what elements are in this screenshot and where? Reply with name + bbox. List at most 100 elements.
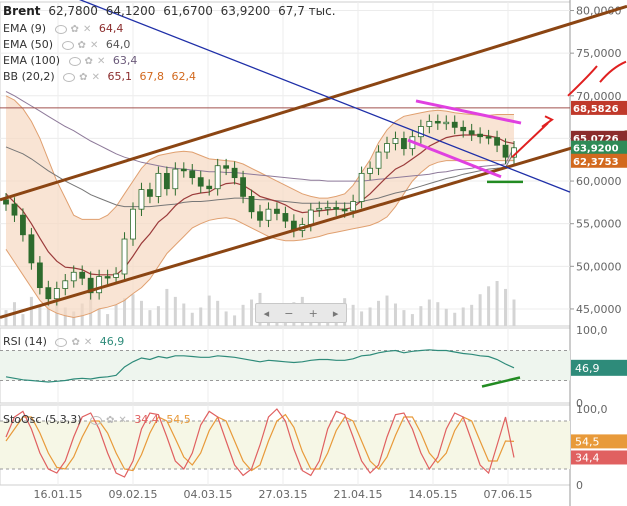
volume-bar xyxy=(377,300,381,326)
candle-body xyxy=(62,280,69,289)
volume-bar xyxy=(461,307,465,326)
stoch-k-badge xyxy=(571,450,627,465)
gear-icon[interactable]: ✿ xyxy=(79,72,88,83)
volume-bar xyxy=(4,310,8,326)
low-value: 61,6700 xyxy=(163,4,213,18)
high-value: 64,1200 xyxy=(105,4,156,18)
stoch-name: StoOsc (5,3,3) xyxy=(3,413,82,426)
candle-body xyxy=(20,214,26,236)
visibility-eye-icon[interactable] xyxy=(68,56,81,66)
candle-body xyxy=(189,170,196,179)
candle-body xyxy=(350,201,357,212)
visibility-eye-icon[interactable] xyxy=(90,415,103,425)
y-tick-label: 45,0000 xyxy=(576,303,622,316)
forecast-arrowhead xyxy=(541,115,554,128)
candle-body xyxy=(113,273,119,278)
legend-value: 65,1 xyxy=(107,70,132,83)
volume-bar xyxy=(419,306,423,326)
scroll-left-button[interactable]: ◂ xyxy=(263,306,270,320)
channel-upper-line xyxy=(0,4,627,202)
x-tick-label: 21.04.15 xyxy=(334,488,383,501)
candle-body xyxy=(121,238,128,275)
forecast-arrow xyxy=(567,65,598,97)
gear-icon[interactable]: ✿ xyxy=(84,56,93,67)
price-badge xyxy=(571,100,627,115)
open-value: 62,7800 xyxy=(48,4,98,18)
rsi-value: 46,9 xyxy=(99,335,125,348)
volume-bar xyxy=(199,307,203,326)
downtrend-line xyxy=(78,0,571,193)
candle-body xyxy=(282,213,289,222)
stoch-tick-label: 100,0 xyxy=(576,403,608,416)
candle-body xyxy=(460,126,467,132)
candle-body xyxy=(197,177,204,187)
candle-body xyxy=(130,208,136,240)
close-icon[interactable]: ✕ xyxy=(96,56,106,67)
candle-body xyxy=(240,177,246,197)
zoom-out-button[interactable]: − xyxy=(284,306,294,320)
close-icon[interactable]: ✕ xyxy=(118,415,127,426)
rsi-name: RSI (14) xyxy=(3,335,47,348)
y-tick-label: 55,0000 xyxy=(576,218,622,231)
y-tick-label: 70,0000 xyxy=(576,90,622,103)
candle-body xyxy=(223,165,230,169)
volume-value: 67,7 тыс. xyxy=(278,4,336,18)
close-icon[interactable]: ✕ xyxy=(89,40,99,51)
volume-bar xyxy=(368,307,372,326)
gear-icon[interactable]: ✿ xyxy=(77,40,86,51)
visibility-eye-icon[interactable] xyxy=(55,337,68,347)
candle-body xyxy=(358,172,365,202)
volume-bar xyxy=(114,304,118,326)
symbol-label: Brent xyxy=(3,4,41,18)
bb-upper-line xyxy=(5,95,514,220)
candle-body xyxy=(147,189,153,197)
candle-body xyxy=(426,120,433,127)
candle-body xyxy=(155,172,162,197)
candle-body xyxy=(392,138,399,144)
gear-icon[interactable]: ✿ xyxy=(70,24,79,35)
volume-bar xyxy=(190,312,194,326)
close-icon[interactable]: ✕ xyxy=(83,337,93,348)
scroll-right-button[interactable]: ▸ xyxy=(332,306,339,320)
y-tick-label: 75,0000 xyxy=(576,47,622,60)
rsi-badge-label: 46,9 xyxy=(575,362,600,375)
x-tick-label: 07.06.15 xyxy=(484,488,533,501)
legend-value: 64,0 xyxy=(105,38,131,51)
visibility-eye-icon[interactable] xyxy=(54,24,67,34)
volume-bar xyxy=(351,304,355,326)
candle-body xyxy=(28,234,35,264)
rsi-line xyxy=(5,349,515,383)
candle-body xyxy=(494,137,500,146)
candle-body xyxy=(265,208,272,221)
close-icon[interactable]: ✕ xyxy=(91,72,100,83)
zoom-in-button[interactable]: + xyxy=(308,306,318,320)
candle-body xyxy=(375,151,382,169)
visibility-eye-icon[interactable] xyxy=(61,40,74,50)
rsi-zone xyxy=(0,350,570,381)
x-tick-label: 04.03.15 xyxy=(184,488,233,501)
legend-ema50: EMA (50) ✿ ✕ 64,0 xyxy=(3,38,134,52)
volume-bar xyxy=(436,302,440,326)
volume-bar xyxy=(207,295,211,326)
legend-label: EMA (50) xyxy=(3,38,54,51)
close-icon[interactable]: ✕ xyxy=(82,24,92,35)
volume-bar xyxy=(512,299,516,326)
volume-bar xyxy=(487,286,491,326)
candle-body xyxy=(248,195,255,213)
candle-body xyxy=(443,121,450,125)
price-badge xyxy=(571,153,627,168)
candle-body xyxy=(333,207,340,210)
volume-bar xyxy=(478,294,482,326)
candle-body xyxy=(341,208,348,212)
price-badge-label: 68,5826 xyxy=(573,104,619,115)
candle-body xyxy=(11,203,18,216)
gear-icon[interactable]: ✿ xyxy=(106,415,115,426)
gear-icon[interactable]: ✿ xyxy=(71,337,80,348)
legend-value: 64,4 xyxy=(98,22,124,35)
price-badge-label: 65,0726 xyxy=(573,134,619,145)
x-tick-label: 14.05.15 xyxy=(409,488,458,501)
candle-body xyxy=(485,136,492,139)
visibility-eye-icon[interactable] xyxy=(63,72,76,82)
